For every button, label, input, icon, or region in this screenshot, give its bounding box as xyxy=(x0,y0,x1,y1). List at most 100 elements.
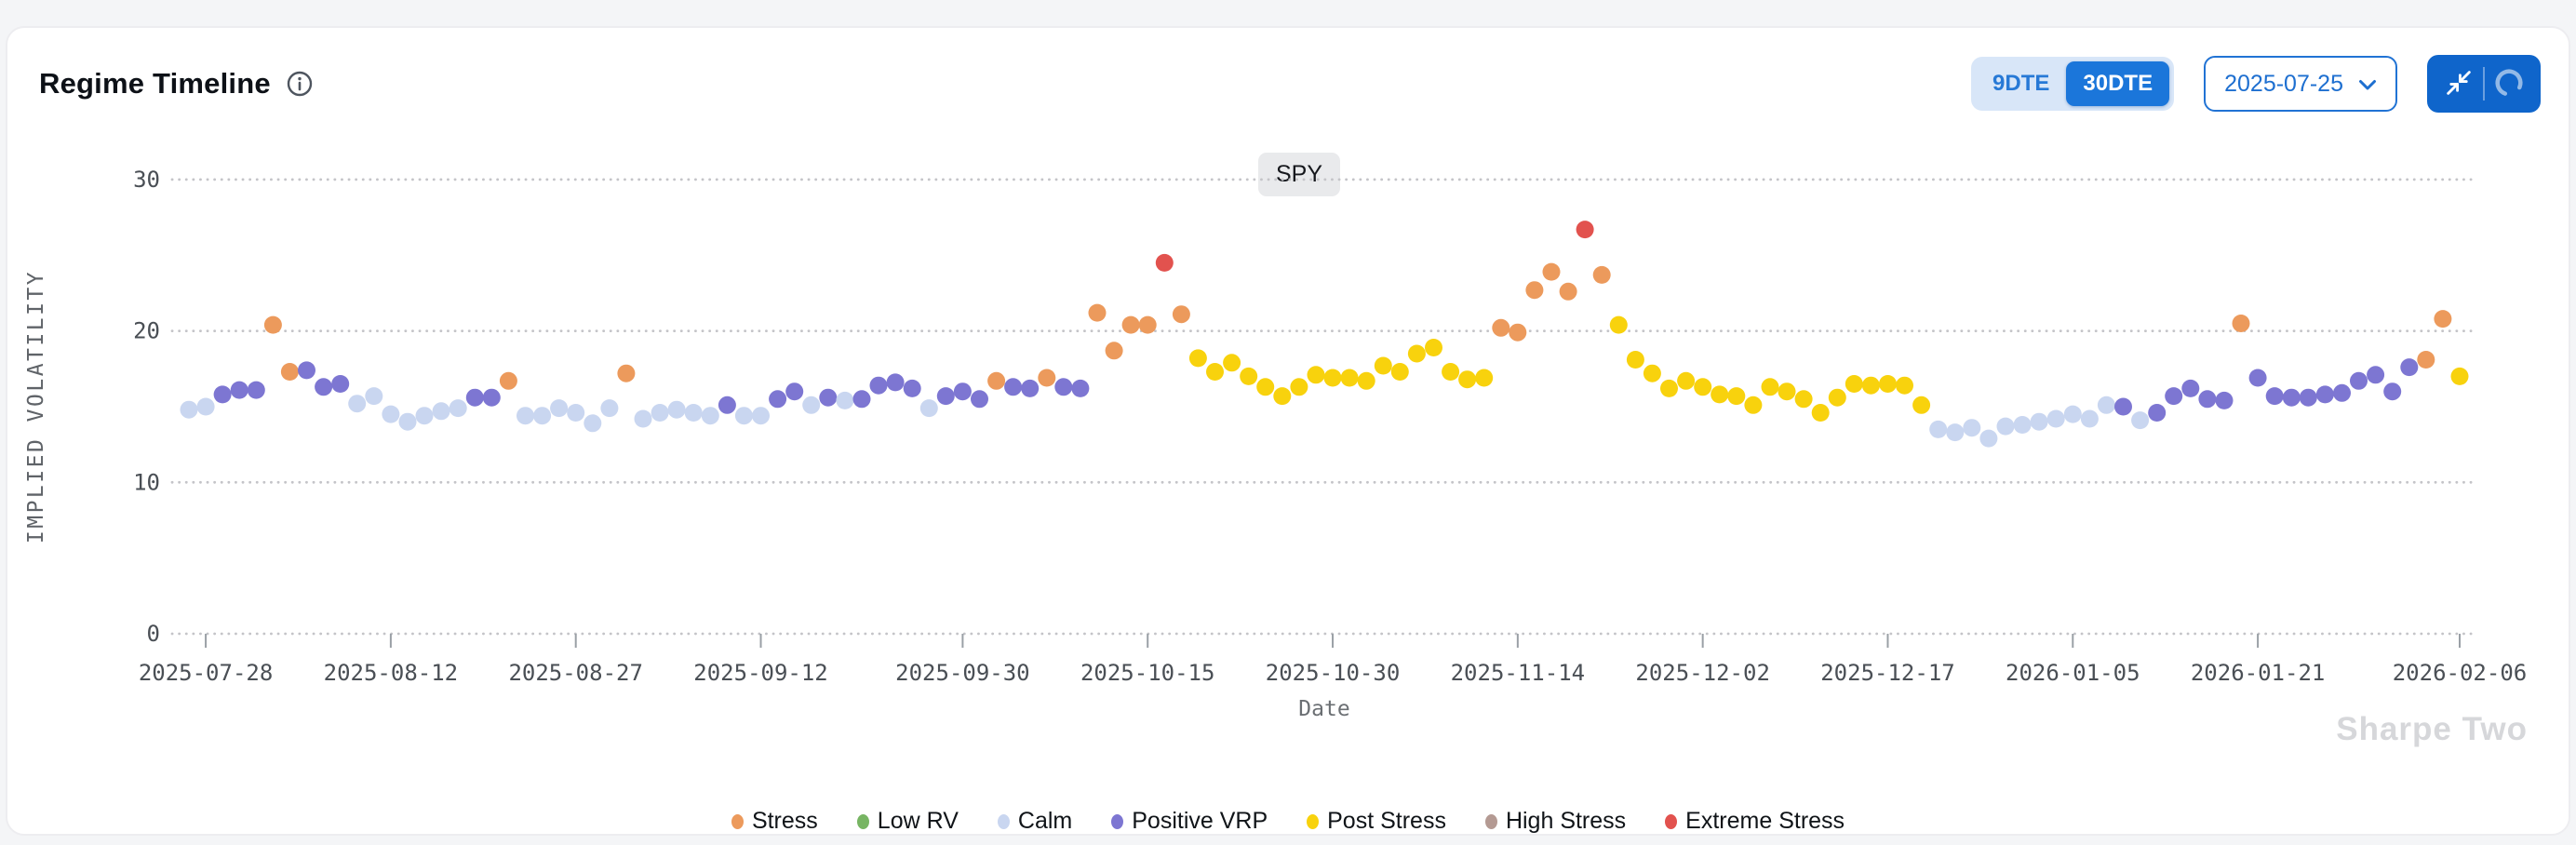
data-point[interactable] xyxy=(634,409,652,428)
data-point[interactable] xyxy=(1963,419,1981,437)
data-point[interactable] xyxy=(2315,385,2334,404)
data-point[interactable] xyxy=(2265,387,2284,406)
data-point[interactable] xyxy=(1273,387,1292,406)
data-point[interactable] xyxy=(1172,305,1190,324)
data-point[interactable] xyxy=(2114,397,2132,416)
data-point[interactable] xyxy=(1121,315,1140,334)
data-point[interactable] xyxy=(1155,253,1174,272)
data-point[interactable] xyxy=(1088,303,1107,322)
data-point[interactable] xyxy=(617,364,636,382)
data-point[interactable] xyxy=(1021,379,1040,397)
data-point[interactable] xyxy=(1677,371,1696,390)
data-point[interactable] xyxy=(2080,409,2099,428)
data-point[interactable] xyxy=(1896,376,1913,395)
legend-item-post-stress[interactable]: Post Stress xyxy=(1307,808,1446,835)
data-point[interactable] xyxy=(1845,375,1863,393)
data-point[interactable] xyxy=(1442,363,1460,381)
data-point[interactable] xyxy=(2181,379,2200,397)
data-point[interactable] xyxy=(584,414,602,433)
data-point[interactable] xyxy=(180,400,198,419)
data-point[interactable] xyxy=(2046,409,2065,428)
data-point[interactable] xyxy=(298,361,315,380)
data-point[interactable] xyxy=(1425,339,1442,356)
data-point[interactable] xyxy=(315,378,333,396)
data-point[interactable] xyxy=(1223,354,1241,372)
data-point[interactable] xyxy=(2282,388,2301,407)
info-icon[interactable] xyxy=(286,70,314,98)
data-point[interactable] xyxy=(1727,387,1746,406)
data-point[interactable] xyxy=(718,396,736,414)
data-point[interactable] xyxy=(1525,281,1544,300)
data-point[interactable] xyxy=(2333,383,2351,402)
data-point[interactable] xyxy=(2198,390,2217,409)
data-point[interactable] xyxy=(684,404,703,422)
data-point[interactable] xyxy=(1307,366,1325,384)
legend-item-stress[interactable]: Stress xyxy=(731,808,818,835)
data-point[interactable] xyxy=(415,407,434,425)
data-point[interactable] xyxy=(1256,378,1275,396)
data-point[interactable] xyxy=(365,387,383,406)
data-point[interactable] xyxy=(1038,369,1056,387)
data-point[interactable] xyxy=(482,388,501,407)
data-point[interactable] xyxy=(1054,378,1073,396)
data-point[interactable] xyxy=(263,315,282,334)
data-point[interactable] xyxy=(1492,318,1510,337)
legend-item-positive-vrp[interactable]: Positive VRP xyxy=(1111,808,1268,835)
date-select[interactable]: 2025-07-25 xyxy=(2204,56,2397,112)
data-point[interactable] xyxy=(196,397,215,416)
data-point[interactable] xyxy=(886,373,905,392)
data-point[interactable] xyxy=(667,400,686,419)
data-point[interactable] xyxy=(1374,356,1392,375)
data-point[interactable] xyxy=(752,407,770,425)
data-point[interactable] xyxy=(2450,367,2469,385)
data-point[interactable] xyxy=(1576,221,1594,239)
data-point[interactable] xyxy=(1861,376,1880,395)
data-point[interactable] xyxy=(213,385,232,404)
data-point[interactable] xyxy=(1761,378,1779,396)
data-point[interactable] xyxy=(2299,388,2317,407)
data-point[interactable] xyxy=(398,412,417,431)
data-point[interactable] xyxy=(2400,358,2419,377)
data-point[interactable] xyxy=(1811,404,1830,422)
legend-item-high-stress[interactable]: High Stress xyxy=(1484,808,1626,835)
collapse-button[interactable] xyxy=(2435,58,2483,110)
data-point[interactable] xyxy=(348,395,367,413)
data-point[interactable] xyxy=(1979,429,1998,448)
data-point[interactable] xyxy=(869,376,888,395)
data-point[interactable] xyxy=(2013,416,2032,434)
data-point[interactable] xyxy=(1929,420,1948,438)
data-point[interactable] xyxy=(701,407,719,425)
data-point[interactable] xyxy=(230,381,248,399)
legend-item-calm[interactable]: Calm xyxy=(997,808,1072,835)
data-point[interactable] xyxy=(2063,405,2082,423)
data-point[interactable] xyxy=(785,382,804,401)
data-point[interactable] xyxy=(517,407,534,425)
data-point[interactable] xyxy=(987,371,1006,390)
data-point[interactable] xyxy=(1946,423,1965,442)
data-point[interactable] xyxy=(1390,363,1409,381)
legend-item-extreme-stress[interactable]: Extreme Stress xyxy=(1665,808,1845,835)
data-point[interactable] xyxy=(1240,367,1258,385)
data-point[interactable] xyxy=(1609,315,1628,334)
data-point[interactable] xyxy=(432,402,450,421)
data-point[interactable] xyxy=(2232,315,2250,332)
data-point[interactable] xyxy=(1323,369,1342,387)
data-point[interactable] xyxy=(533,407,552,425)
data-point[interactable] xyxy=(2097,396,2115,414)
data-point[interactable] xyxy=(1509,323,1527,342)
data-point[interactable] xyxy=(1912,396,1931,414)
data-point[interactable] xyxy=(802,396,821,414)
data-point[interactable] xyxy=(2350,371,2368,390)
data-point[interactable] xyxy=(2131,411,2150,430)
data-point[interactable] xyxy=(2165,387,2183,406)
data-point[interactable] xyxy=(567,404,585,422)
data-point[interactable] xyxy=(499,371,517,390)
data-point[interactable] xyxy=(1794,390,1813,409)
data-point[interactable] xyxy=(2030,412,2048,431)
data-point[interactable] xyxy=(1778,382,1796,401)
legend-item-low-rv[interactable]: Low RV xyxy=(856,808,959,835)
data-point[interactable] xyxy=(1475,369,1494,387)
data-point[interactable] xyxy=(1071,379,1090,397)
data-point[interactable] xyxy=(2417,351,2435,369)
data-point[interactable] xyxy=(247,381,265,399)
